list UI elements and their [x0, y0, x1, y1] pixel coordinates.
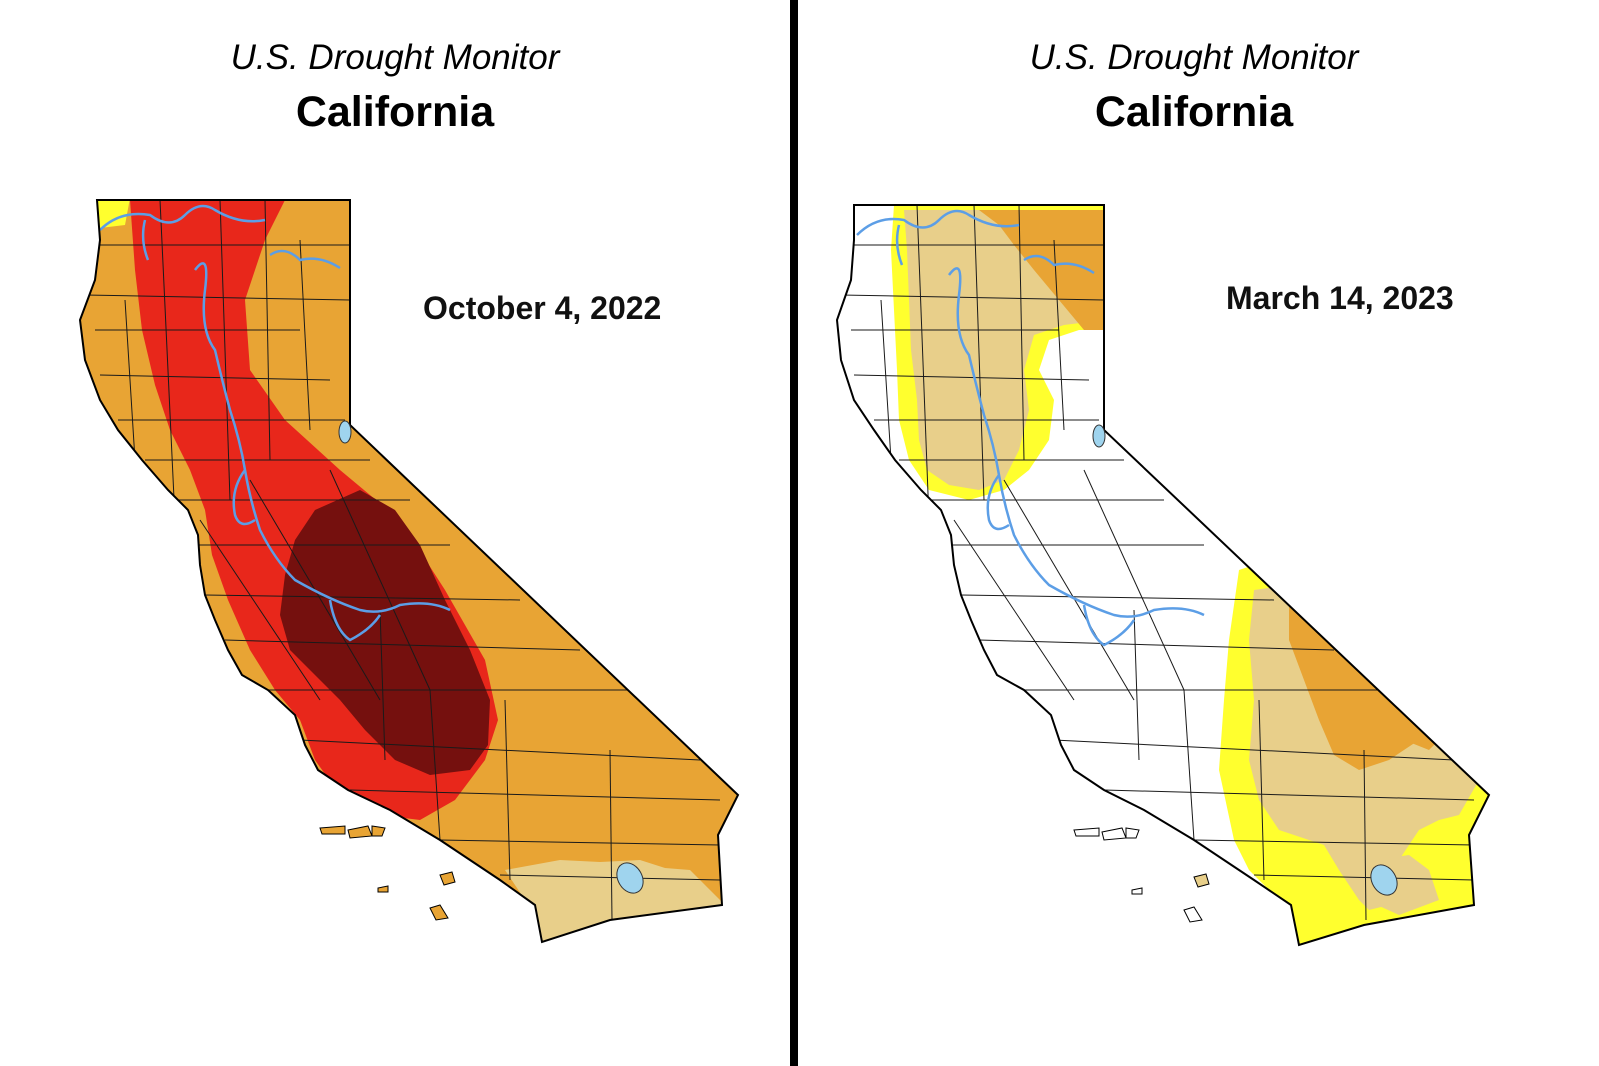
map-subtitle: U.S. Drought Monitor — [1029, 38, 1359, 77]
drought-zone-d1 — [505, 860, 725, 942]
salton-sea — [616, 862, 644, 894]
channel-islands — [1073, 827, 1210, 923]
california-drought-map-2023 — [836, 204, 1490, 946]
lake-tahoe — [1092, 424, 1106, 448]
panel-divider — [790, 0, 798, 1066]
drought-zone-d2-north — [979, 210, 1104, 330]
drought-zone-d2-south — [1289, 600, 1439, 770]
county-lines — [84, 200, 721, 921]
drought-zone-d2-south-2 — [1404, 700, 1449, 750]
rivers — [856, 209, 1205, 647]
map-date-label: March 14, 2023 — [1226, 280, 1454, 316]
rivers — [99, 204, 451, 642]
drought-zone-d0 — [95, 200, 130, 228]
channel-islands — [319, 825, 456, 921]
salton-sea — [1370, 864, 1398, 896]
map-title: California — [1094, 88, 1294, 136]
drought-zone-d4 — [280, 490, 490, 775]
county-lines — [840, 205, 1475, 921]
lake-tahoe — [338, 420, 352, 444]
drought-map-panel-2022: U.S. Drought Monitor California October … — [0, 0, 790, 1066]
drought-map-panel-2023: U.S. Drought Monitor California March 14… — [799, 0, 1589, 1066]
map-title: California — [295, 88, 495, 136]
map-subtitle: U.S. Drought Monitor — [230, 38, 560, 77]
map-date-label: October 4, 2022 — [423, 290, 662, 326]
california-drought-map-2022 — [79, 199, 739, 943]
